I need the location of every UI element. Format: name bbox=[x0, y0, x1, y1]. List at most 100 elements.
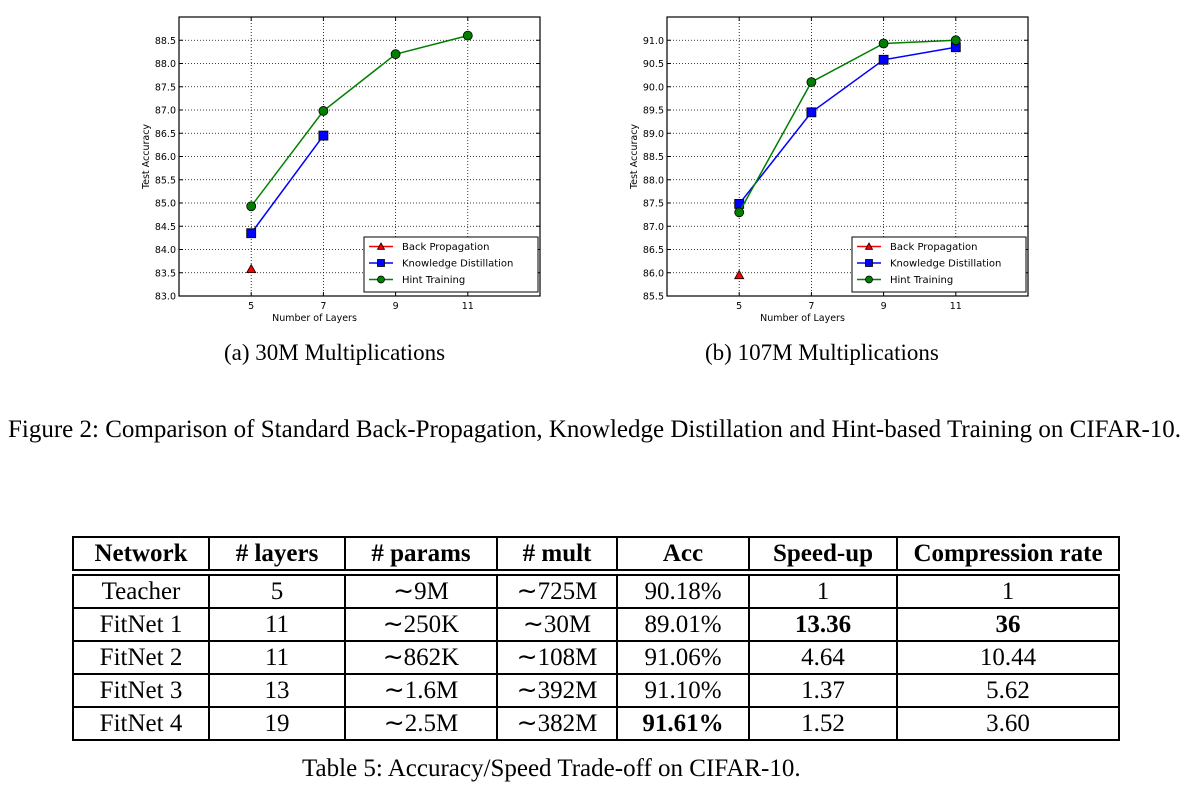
cell-mult: ∼725M bbox=[496, 574, 618, 609]
grid-lines bbox=[179, 17, 540, 296]
cell-acc: 91.10% bbox=[616, 673, 750, 708]
svg-text:85.5: 85.5 bbox=[643, 292, 664, 303]
svg-text:84.0: 84.0 bbox=[155, 245, 176, 256]
svg-text:85.0: 85.0 bbox=[155, 199, 176, 210]
svg-text:89.0: 89.0 bbox=[643, 129, 664, 140]
svg-text:11: 11 bbox=[950, 301, 962, 312]
col-network: Network bbox=[72, 536, 210, 571]
cell-params: ∼1.6M bbox=[344, 673, 498, 708]
y-axis-label: Test Accuracy bbox=[629, 124, 640, 190]
svg-text:88.0: 88.0 bbox=[155, 59, 176, 70]
subcaption-a: (a) 30M Multiplications bbox=[224, 340, 446, 365]
svg-text:5: 5 bbox=[248, 301, 254, 312]
legend-entry: Knowledge Distillation bbox=[890, 259, 1001, 270]
cell-layers: 19 bbox=[208, 706, 346, 741]
header-double-rule bbox=[73, 569, 1119, 576]
svg-text:88.0: 88.0 bbox=[643, 175, 664, 186]
col-layers: # layers bbox=[208, 536, 346, 571]
cell-params: ∼2.5M bbox=[344, 706, 498, 741]
svg-text:91.0: 91.0 bbox=[643, 36, 664, 47]
cell-layers: 13 bbox=[208, 673, 346, 708]
cell-network: FitNet 3 bbox=[72, 673, 210, 708]
cell-acc: 90.18% bbox=[616, 574, 750, 609]
cell-speedup: 1.37 bbox=[748, 673, 898, 708]
y-axis-ticks: 85.5 86.0 86.5 87.0 87.5 88.0 88.5 89.0 89.5 90.0… bbox=[643, 36, 1028, 303]
series-back-propagation bbox=[734, 269, 745, 280]
legend-entry: Knowledge Distillation bbox=[402, 259, 513, 270]
y-axis-label: Test Accuracy bbox=[141, 124, 152, 190]
cell-layers: 5 bbox=[208, 574, 346, 609]
svg-text:87.5: 87.5 bbox=[155, 82, 176, 93]
legend-entry: Back Propagation bbox=[890, 242, 977, 253]
svg-text:86.0: 86.0 bbox=[643, 268, 664, 279]
svg-text:83.0: 83.0 bbox=[155, 292, 176, 303]
svg-text:88.5: 88.5 bbox=[155, 36, 176, 47]
table-row: FitNet 1 11 ∼250K ∼30M 89.01% 13.36 36 bbox=[72, 607, 1120, 642]
table-row: Teacher 5 ∼9M ∼725M 90.18% 1 1 bbox=[72, 574, 1120, 609]
cell-compression: 1 bbox=[896, 574, 1120, 609]
table-header-row: Network # layers # params # mult Acc Spe… bbox=[72, 536, 1120, 571]
legend-entry: Hint Training bbox=[890, 275, 953, 286]
col-speedup: Speed-up bbox=[748, 536, 898, 571]
svg-text:85.5: 85.5 bbox=[155, 175, 176, 186]
svg-text:87.5: 87.5 bbox=[643, 199, 664, 210]
cell-acc: 91.61% bbox=[616, 706, 750, 741]
y-axis-ticks: 83.0 83.5 84.0 84.5 85.0 85.5 86.0 86.5 87.0 87.5… bbox=[155, 36, 540, 303]
cell-params: ∼9M bbox=[344, 574, 498, 609]
table-caption: Table 5: Accuracy/Speed Trade-off on CIF… bbox=[302, 755, 801, 782]
svg-text:83.5: 83.5 bbox=[155, 268, 176, 279]
series-hint-training bbox=[734, 35, 961, 218]
cell-layers: 11 bbox=[208, 607, 346, 642]
cell-mult: ∼108M bbox=[496, 640, 618, 675]
series-back-propagation bbox=[246, 263, 257, 274]
svg-text:7: 7 bbox=[320, 301, 326, 312]
table-row: FitNet 3 13 ∼1.6M ∼392M 91.10% 1.37 5.62 bbox=[72, 673, 1120, 708]
results-table: Network # layers # params # mult Acc Spe… bbox=[72, 536, 1120, 741]
col-compression: Compression rate bbox=[896, 536, 1120, 571]
chart-107m-multiplications: 85.5 86.0 86.5 87.0 87.5 88.0 88.5 89.0 89.5 90.0… bbox=[629, 16, 1029, 324]
cell-network: Teacher bbox=[72, 574, 210, 609]
svg-text:88.5: 88.5 bbox=[643, 152, 664, 163]
col-params: # params bbox=[344, 536, 498, 571]
svg-text:89.5: 89.5 bbox=[643, 106, 664, 117]
legend-entry: Back Propagation bbox=[402, 242, 489, 253]
chart-30m-multiplications: 83.0 83.5 84.0 84.5 85.0 85.5 86.0 86.5 87.0 87.5… bbox=[141, 16, 541, 324]
results-table-container: Network # layers # params # mult Acc Spe… bbox=[72, 536, 1120, 741]
cell-compression: 3.60 bbox=[896, 706, 1120, 741]
cell-speedup: 1 bbox=[748, 574, 898, 609]
cell-mult: ∼30M bbox=[496, 607, 618, 642]
svg-text:86.5: 86.5 bbox=[155, 129, 176, 140]
cell-network: FitNet 2 bbox=[72, 640, 210, 675]
svg-text:7: 7 bbox=[808, 301, 814, 312]
svg-text:84.5: 84.5 bbox=[155, 222, 176, 233]
svg-text:5: 5 bbox=[736, 301, 742, 312]
x-axis-ticks: 5 7 9 11 bbox=[736, 17, 962, 312]
cell-acc: 91.06% bbox=[616, 640, 750, 675]
series-knowledge-distillation bbox=[246, 130, 329, 239]
svg-text:90.5: 90.5 bbox=[643, 59, 664, 70]
cell-network: FitNet 1 bbox=[72, 607, 210, 642]
svg-text:9: 9 bbox=[393, 301, 399, 312]
svg-text:90.0: 90.0 bbox=[643, 82, 664, 93]
svg-text:9: 9 bbox=[881, 301, 887, 312]
legend-entry: Hint Training bbox=[402, 275, 465, 286]
series-hint-training bbox=[246, 30, 473, 212]
cell-compression: 10.44 bbox=[896, 640, 1120, 675]
cell-compression: 5.62 bbox=[896, 673, 1120, 708]
col-acc: Acc bbox=[616, 536, 750, 571]
figure-caption: Figure 2: Comparison of Standard Back-Pr… bbox=[8, 416, 1182, 443]
subcaption-b: (b) 107M Multiplications bbox=[705, 340, 939, 365]
cell-speedup: 13.36 bbox=[748, 607, 898, 642]
table-row: FitNet 2 11 ∼862K ∼108M 91.06% 4.64 10.4… bbox=[72, 640, 1120, 675]
cell-mult: ∼392M bbox=[496, 673, 618, 708]
table-row: FitNet 4 19 ∼2.5M ∼382M 91.61% 1.52 3.60 bbox=[72, 706, 1120, 741]
cell-network: FitNet 4 bbox=[72, 706, 210, 741]
cell-layers: 11 bbox=[208, 640, 346, 675]
svg-text:86.0: 86.0 bbox=[155, 152, 176, 163]
cell-mult: ∼382M bbox=[496, 706, 618, 741]
cell-compression: 36 bbox=[896, 607, 1120, 642]
legend: Back Propagation Knowledge Distillation Hi… bbox=[363, 236, 539, 293]
x-axis-label: Number of Layers bbox=[272, 313, 357, 324]
x-axis-label: Number of Layers bbox=[760, 313, 845, 324]
series-knowledge-distillation bbox=[734, 42, 961, 209]
